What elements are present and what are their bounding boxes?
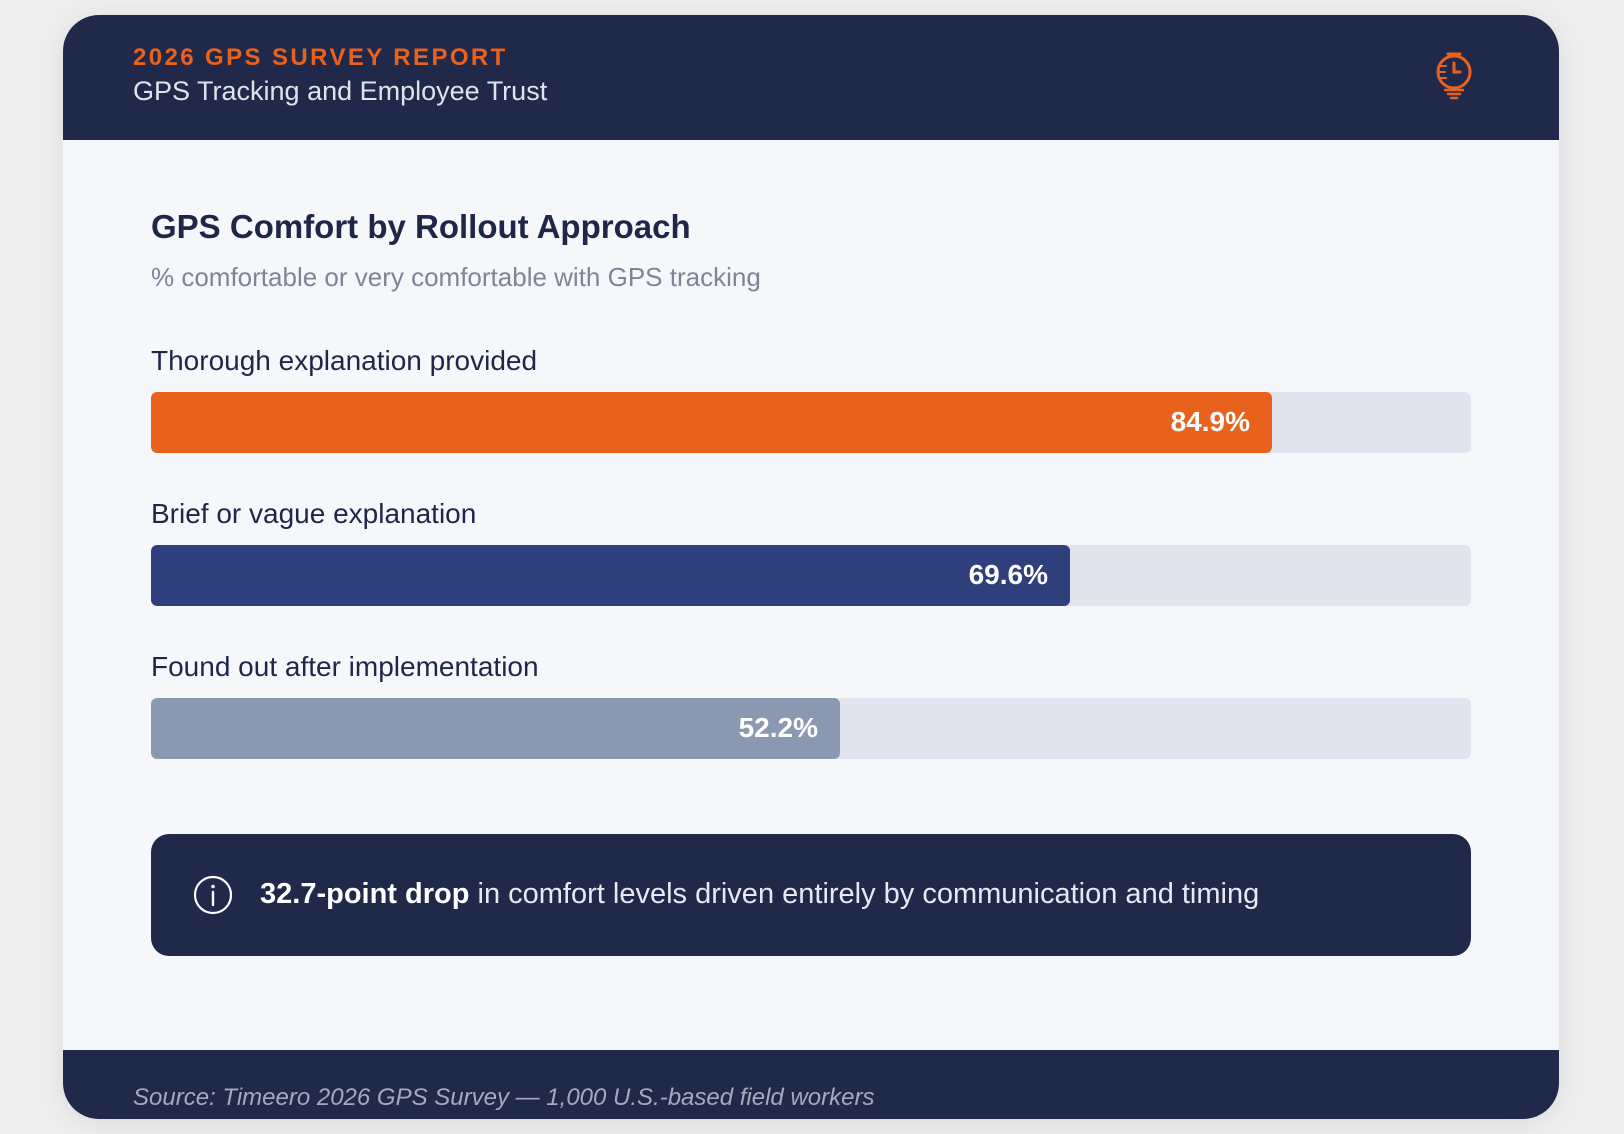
bar-category-label: Found out after implementation (151, 651, 539, 682)
report-subtitle: GPS Tracking and Employee Trust (133, 76, 548, 106)
bar-value-label: 52.2% (738, 712, 818, 743)
chart-subtitle: % comfortable or very comfortable with G… (151, 262, 761, 292)
report-card: 2026 GPS SURVEY REPORT GPS Tracking and … (63, 15, 1559, 1119)
source-note: Source: Timeero 2026 GPS Survey — 1,000 … (133, 1084, 875, 1111)
bar-track: 52.2% (151, 698, 1471, 759)
callout-text: 32.7-point drop in comfort levels driven… (260, 878, 1259, 911)
callout-highlight: 32.7-point drop (260, 878, 470, 910)
bar-category-label: Brief or vague explanation (151, 498, 477, 529)
callout-body: in comfort levels driven entirely by com… (469, 878, 1260, 910)
report-eyebrow: 2026 GPS SURVEY REPORT (133, 44, 508, 71)
card-footer: Source: Timeero 2026 GPS Survey — 1,000 … (63, 1050, 1559, 1119)
bar-fill: 69.6% (151, 545, 1070, 606)
bar-category-label: Thorough explanation provided (151, 345, 538, 376)
bar-track: 84.9% (151, 392, 1471, 453)
bar-fill: 52.2% (151, 698, 840, 759)
card-header: 2026 GPS SURVEY REPORT GPS Tracking and … (63, 15, 1559, 140)
bar-fill: 84.9% (151, 392, 1272, 453)
bar-value-label: 84.9% (1170, 406, 1250, 437)
chart-title: GPS Comfort by Rollout Approach (151, 208, 691, 245)
chart-area: GPS Comfort by Rollout Approach % comfor… (63, 140, 1559, 1050)
stopwatch-pin-icon (1436, 52, 1472, 100)
info-icon (193, 875, 233, 915)
insight-callout: 32.7-point drop in comfort levels driven… (151, 834, 1471, 956)
bar-track: 69.6% (151, 545, 1471, 606)
bar-value-label: 69.6% (968, 559, 1048, 590)
